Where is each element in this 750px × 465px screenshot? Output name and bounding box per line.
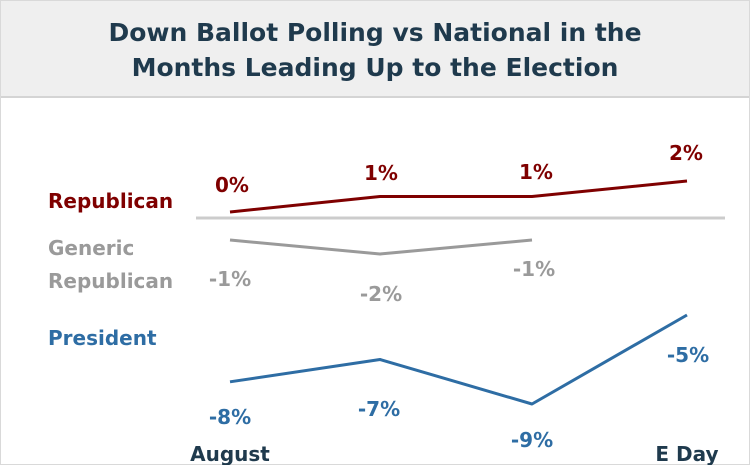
chart-title-line-2: Months Leading Up to the Election <box>131 53 619 82</box>
data-label-president-1: -7% <box>358 397 400 421</box>
x-tick-label-3: E Day <box>655 442 718 465</box>
data-label-republican-3: 2% <box>669 141 703 165</box>
data-label-president-0: -8% <box>209 405 251 429</box>
data-label-republican-0: 0% <box>215 173 249 197</box>
data-label-generic-republican-0: -1% <box>209 267 251 291</box>
series-line-republican <box>229 179 688 214</box>
data-label-generic-republican-1: -2% <box>360 282 402 306</box>
data-label-president-3: -5% <box>667 343 709 367</box>
chart-title-line-1: Down Ballot Polling vs National in the <box>108 18 642 47</box>
series-label-generic-line-2: Republican <box>48 269 173 293</box>
series-line-president <box>229 313 688 406</box>
series-line-generic-republican <box>229 238 533 256</box>
data-label-republican-2: 1% <box>519 160 553 184</box>
series-label-president: President <box>48 326 157 350</box>
data-label-president-2: -9% <box>511 428 553 452</box>
series-label-generic-line-1: Generic <box>48 236 134 260</box>
series-label-republican: Republican <box>48 189 173 213</box>
title-banner: Down Ballot Polling vs National in the M… <box>1 1 749 98</box>
x-tick-label-0: August <box>190 442 270 465</box>
chart-title: Down Ballot Polling vs National in the M… <box>1 15 749 85</box>
data-label-generic-republican-2: -1% <box>513 257 555 281</box>
data-label-republican-1: 1% <box>364 161 398 185</box>
